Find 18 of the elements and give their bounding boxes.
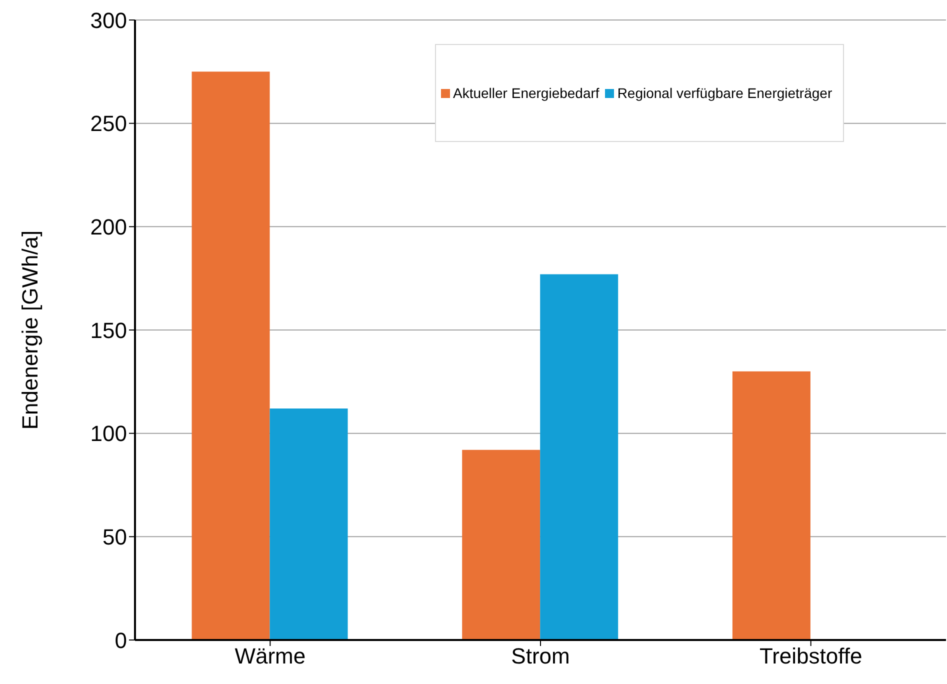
legend-label: Aktueller Energiebedarf xyxy=(452,85,600,101)
y-tick-label: 200 xyxy=(90,214,127,240)
y-axis-title: Endenergie [GWh/a] xyxy=(18,230,42,430)
y-tick-label: 50 xyxy=(102,524,127,550)
bar xyxy=(540,274,618,640)
y-tick-label: 300 xyxy=(90,8,127,33)
legend-label: Regional verfügbare Energieträger xyxy=(616,85,832,101)
x-tick-label: Strom xyxy=(511,644,570,669)
y-tick-label: 100 xyxy=(90,421,127,446)
x-tick-label: Wärme xyxy=(234,644,306,669)
y-tick-label: 0 xyxy=(114,628,127,653)
bar xyxy=(462,450,540,640)
y-tick-label: 150 xyxy=(90,318,127,343)
x-tick-label: Treibstoffe xyxy=(759,644,862,669)
bar xyxy=(732,371,810,640)
y-tick-label: 250 xyxy=(90,111,127,136)
bar xyxy=(270,408,348,640)
bar xyxy=(192,72,270,640)
